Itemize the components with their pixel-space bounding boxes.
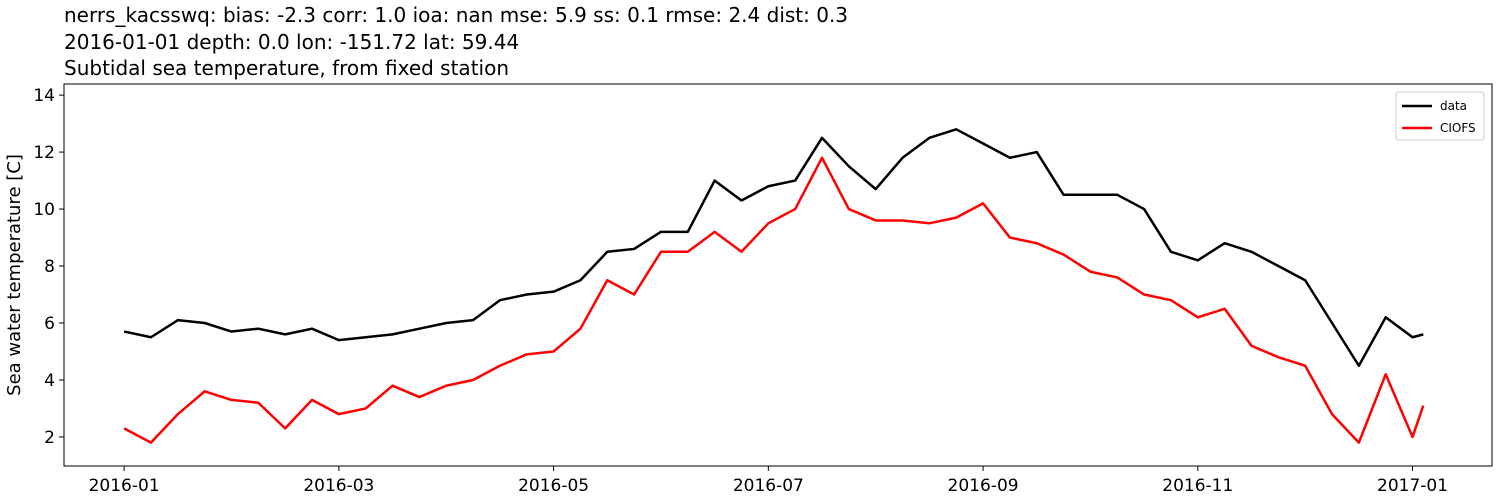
y-tick-label: 6 (44, 314, 55, 334)
series-line (123, 156, 1425, 444)
y-tick-label: 4 (44, 371, 55, 391)
x-tick-label: 2016-11 (1162, 476, 1233, 496)
x-tick-label: 2016-07 (733, 476, 804, 496)
y-tick-label: 2 (44, 428, 55, 448)
x-tick-label: 2017-01 (1377, 476, 1448, 496)
y-tick-label: 14 (33, 86, 55, 106)
series-line (123, 128, 1424, 367)
title-line: nerrs_kacsswq: bias: -2.3 corr: 1.0 ioa:… (64, 3, 848, 27)
x-tick-label: 2016-01 (89, 476, 160, 496)
y-tick-label: 8 (44, 257, 55, 277)
title-line: Subtidal sea temperature, from fixed sta… (64, 56, 509, 80)
x-tick-label: 2016-05 (518, 476, 589, 496)
plot-frame (63, 83, 1493, 467)
title-line: 2016-01-01 depth: 0.0 lon: -151.72 lat: … (64, 30, 519, 54)
y-tick-label: 10 (33, 200, 55, 220)
legend-label: CIOFS (1440, 121, 1476, 135)
x-tick-label: 2016-03 (303, 476, 374, 496)
legend-label: data (1440, 99, 1467, 113)
y-axis-label: Sea water temperature [C] (4, 154, 25, 396)
x-tick-label: 2016-09 (948, 476, 1019, 496)
y-tick-label: 12 (33, 143, 55, 163)
